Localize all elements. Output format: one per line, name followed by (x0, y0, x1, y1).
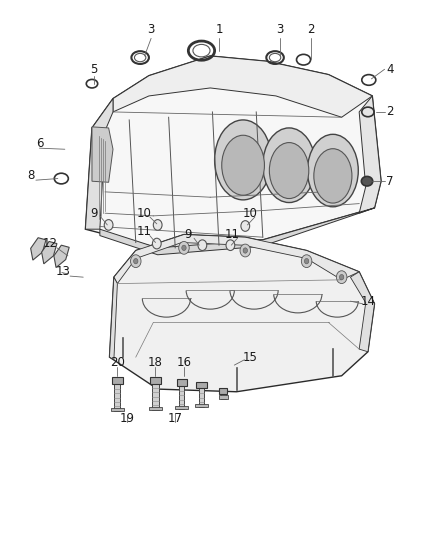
FancyBboxPatch shape (114, 383, 120, 411)
FancyBboxPatch shape (152, 383, 159, 410)
Text: 17: 17 (168, 412, 183, 425)
Circle shape (198, 240, 207, 251)
Text: 18: 18 (148, 356, 163, 369)
FancyBboxPatch shape (176, 406, 188, 409)
Text: 3: 3 (148, 23, 155, 36)
Text: 16: 16 (177, 356, 191, 369)
Text: 8: 8 (27, 169, 34, 182)
Circle shape (241, 221, 250, 231)
Ellipse shape (215, 120, 272, 200)
Ellipse shape (269, 143, 309, 199)
Circle shape (336, 271, 347, 284)
Ellipse shape (307, 134, 358, 207)
Polygon shape (110, 235, 374, 392)
Text: 1: 1 (215, 23, 223, 36)
Polygon shape (42, 241, 57, 264)
Text: 6: 6 (35, 138, 43, 150)
Circle shape (240, 244, 251, 257)
Polygon shape (85, 56, 381, 248)
Text: 20: 20 (110, 356, 125, 369)
Polygon shape (113, 56, 372, 117)
Ellipse shape (222, 135, 265, 195)
Circle shape (301, 255, 312, 268)
FancyBboxPatch shape (112, 377, 123, 384)
Text: 7: 7 (386, 175, 394, 188)
Circle shape (339, 274, 344, 280)
Polygon shape (110, 277, 117, 360)
Circle shape (152, 238, 161, 249)
Circle shape (153, 220, 162, 230)
Text: 19: 19 (120, 412, 134, 425)
Text: 11: 11 (225, 228, 240, 241)
Polygon shape (359, 96, 381, 213)
Circle shape (182, 245, 186, 251)
Text: 12: 12 (43, 237, 58, 250)
Ellipse shape (361, 176, 373, 186)
Text: 15: 15 (242, 351, 257, 364)
Text: 11: 11 (137, 225, 152, 238)
FancyBboxPatch shape (221, 393, 226, 399)
Text: 10: 10 (137, 207, 152, 220)
FancyBboxPatch shape (177, 379, 187, 386)
Text: 10: 10 (242, 207, 257, 220)
Circle shape (304, 259, 309, 264)
FancyBboxPatch shape (219, 395, 228, 399)
Circle shape (226, 240, 235, 251)
Text: 9: 9 (184, 228, 192, 241)
Polygon shape (31, 238, 46, 260)
Text: 5: 5 (91, 63, 98, 76)
FancyBboxPatch shape (179, 385, 184, 409)
Ellipse shape (314, 149, 352, 203)
Polygon shape (85, 99, 113, 229)
Text: 2: 2 (307, 23, 315, 36)
FancyBboxPatch shape (150, 377, 161, 384)
Text: 14: 14 (360, 295, 375, 308)
Text: 9: 9 (90, 207, 98, 220)
FancyBboxPatch shape (199, 387, 204, 407)
Ellipse shape (263, 128, 315, 203)
FancyBboxPatch shape (110, 408, 124, 411)
Text: 2: 2 (386, 106, 394, 118)
Circle shape (131, 255, 141, 268)
Polygon shape (114, 235, 359, 284)
Circle shape (179, 241, 189, 254)
Circle shape (134, 259, 138, 264)
FancyBboxPatch shape (195, 404, 208, 407)
Polygon shape (350, 272, 374, 352)
Polygon shape (92, 127, 113, 182)
FancyBboxPatch shape (196, 382, 207, 388)
Text: 4: 4 (386, 63, 394, 76)
FancyBboxPatch shape (219, 388, 227, 394)
Circle shape (104, 220, 113, 230)
Polygon shape (54, 245, 69, 268)
Text: 3: 3 (277, 23, 284, 36)
Text: 13: 13 (56, 265, 71, 278)
Circle shape (243, 248, 247, 253)
FancyBboxPatch shape (148, 407, 162, 410)
Polygon shape (100, 208, 374, 255)
